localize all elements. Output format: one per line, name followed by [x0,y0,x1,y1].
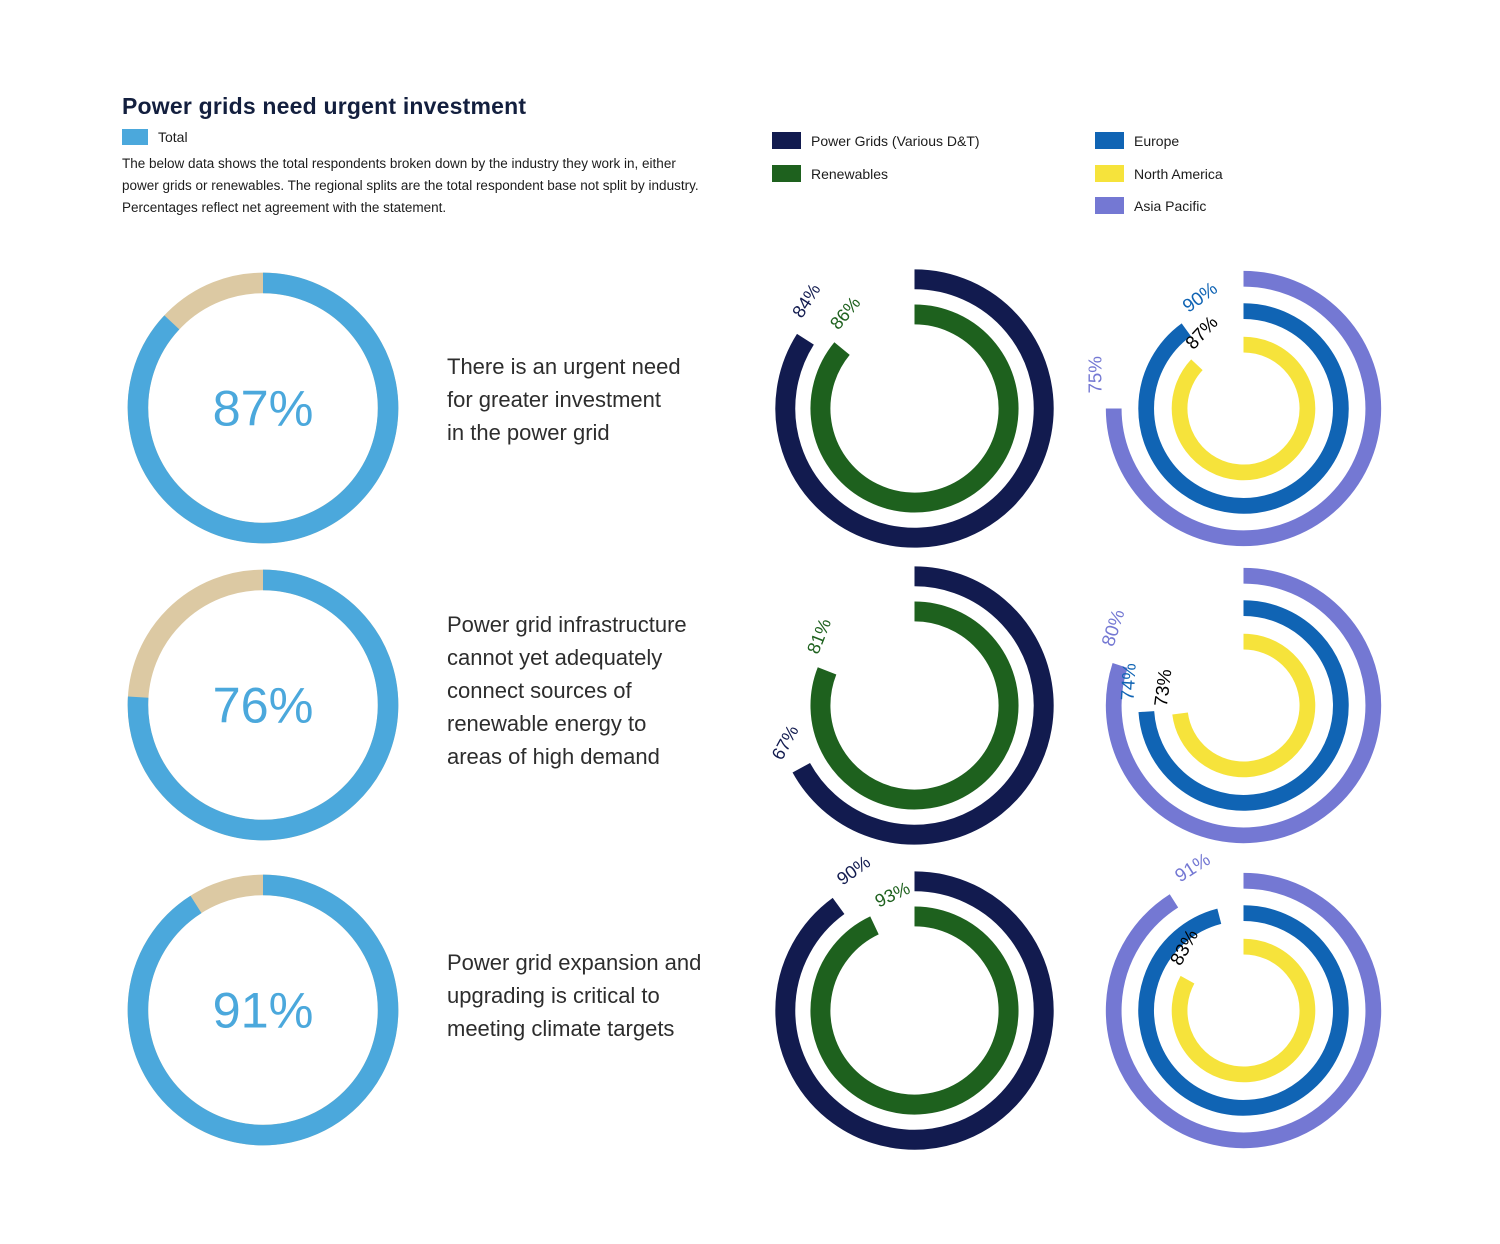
total-ring [127,569,399,841]
asia_pacific-ring [1105,270,1382,547]
north_america-ring [1171,336,1316,481]
ring-value-label: 81% [803,616,835,657]
statement-row-1: There is an urgent need for greater inves… [447,350,681,449]
power_grids-ring [775,269,1054,548]
total-donut-row-1: 87% [123,268,403,548]
ring-value-label: 67% [768,722,803,763]
total-ring [127,272,399,544]
europe-ring [1138,905,1349,1116]
north_america-ring [1171,938,1316,1083]
total-donut-row-3: 91% [123,870,403,1150]
renewables-swatch [772,165,801,182]
legend-renewables-label: Renewables [811,165,889,182]
renewables-ring [810,906,1019,1115]
statement-line: Power grid expansion and [447,950,702,975]
total-ring [127,874,399,1146]
north_america-ring [1172,633,1316,778]
total-value-label: 91% [213,982,314,1039]
legend-north-america-label: North America [1134,165,1223,182]
total-donut-row-2: 76% [123,565,403,845]
europe-swatch [1095,132,1124,149]
power_grids-ring [792,566,1054,845]
statement-line: in the power grid [447,420,610,445]
ring-value-label: 87% [1181,312,1222,354]
industry-rings-row-1: 84% 86% [772,266,1057,551]
region-rings-row-3: 91% 83% [1096,848,1391,1158]
legend-power-grids-label: Power Grids (Various D&T) [811,132,980,149]
page-title: Power grids need urgent investment [122,93,527,119]
statement-line: meeting climate targets [447,1016,675,1041]
ring-value-label: 73% [1150,668,1176,708]
statement-line: upgrading is critical to [447,983,660,1008]
north-america-swatch [1095,165,1124,182]
total-value-label: 76% [213,677,314,734]
legend-total: Total [122,129,188,145]
europe-ring [1138,303,1349,514]
ring-value-label: 75% [1085,356,1106,393]
statement-row-3: Power grid expansion and upgrading is cri… [447,946,701,1045]
statement-line: renewable energy to [447,711,647,736]
region-rings-row-1: 75% 90% 87% [1085,261,1391,556]
legend-europe-label: Europe [1134,132,1180,149]
power-grids-swatch [772,132,801,149]
europe-ring [1138,600,1349,811]
asia_pacific-ring [1105,872,1382,1149]
asia-pacific-swatch [1095,197,1124,214]
power_grids-ring [775,871,1054,1150]
legend-asia-pacific: Asia Pacific [1095,197,1206,214]
statement-line: areas of high demand [447,744,660,769]
industry-rings-row-2: 67% 81% [768,563,1057,848]
legend-europe: Europe [1095,132,1179,149]
legend-total-label: Total [158,129,188,145]
ring-value-label: 80% [1097,607,1129,649]
statement-line: There is an urgent need [447,354,681,379]
ring-value-label: 90% [833,852,874,889]
statement-line: connect sources of [447,678,632,703]
statement-line: cannot yet adequately [447,645,663,670]
statement-line: Power grid infrastructure [447,612,687,637]
ring-value-label: 93% [872,878,913,911]
ring-value-label: 84% [788,280,824,321]
legend-renewables: Renewables [772,165,888,182]
asia_pacific-ring [1105,567,1382,844]
ring-value-label: 91% [1171,848,1214,886]
legend-power-grids: Power Grids (Various D&T) [772,132,980,149]
statement-row-2: Power grid infrastructure cannot yet adeq… [447,608,687,773]
ring-value-label: 90% [1178,277,1221,316]
ring-value-label: 74% [1116,663,1139,702]
statement-line: for greater investment [447,387,661,412]
region-rings-row-2: 80% 74% 73% [1096,558,1391,853]
industry-rings-row-3: 90% 93% [772,852,1057,1153]
chart-description: The below data shows the total responden… [122,156,699,215]
total-swatch [122,129,148,145]
ring-value-label: 86% [826,293,864,334]
renewables-ring [810,601,1019,810]
legend-asia-pacific-label: Asia Pacific [1134,197,1207,214]
renewables-ring [810,304,1019,513]
total-value-label: 87% [213,380,314,437]
legend-north-america: North America [1095,165,1223,182]
